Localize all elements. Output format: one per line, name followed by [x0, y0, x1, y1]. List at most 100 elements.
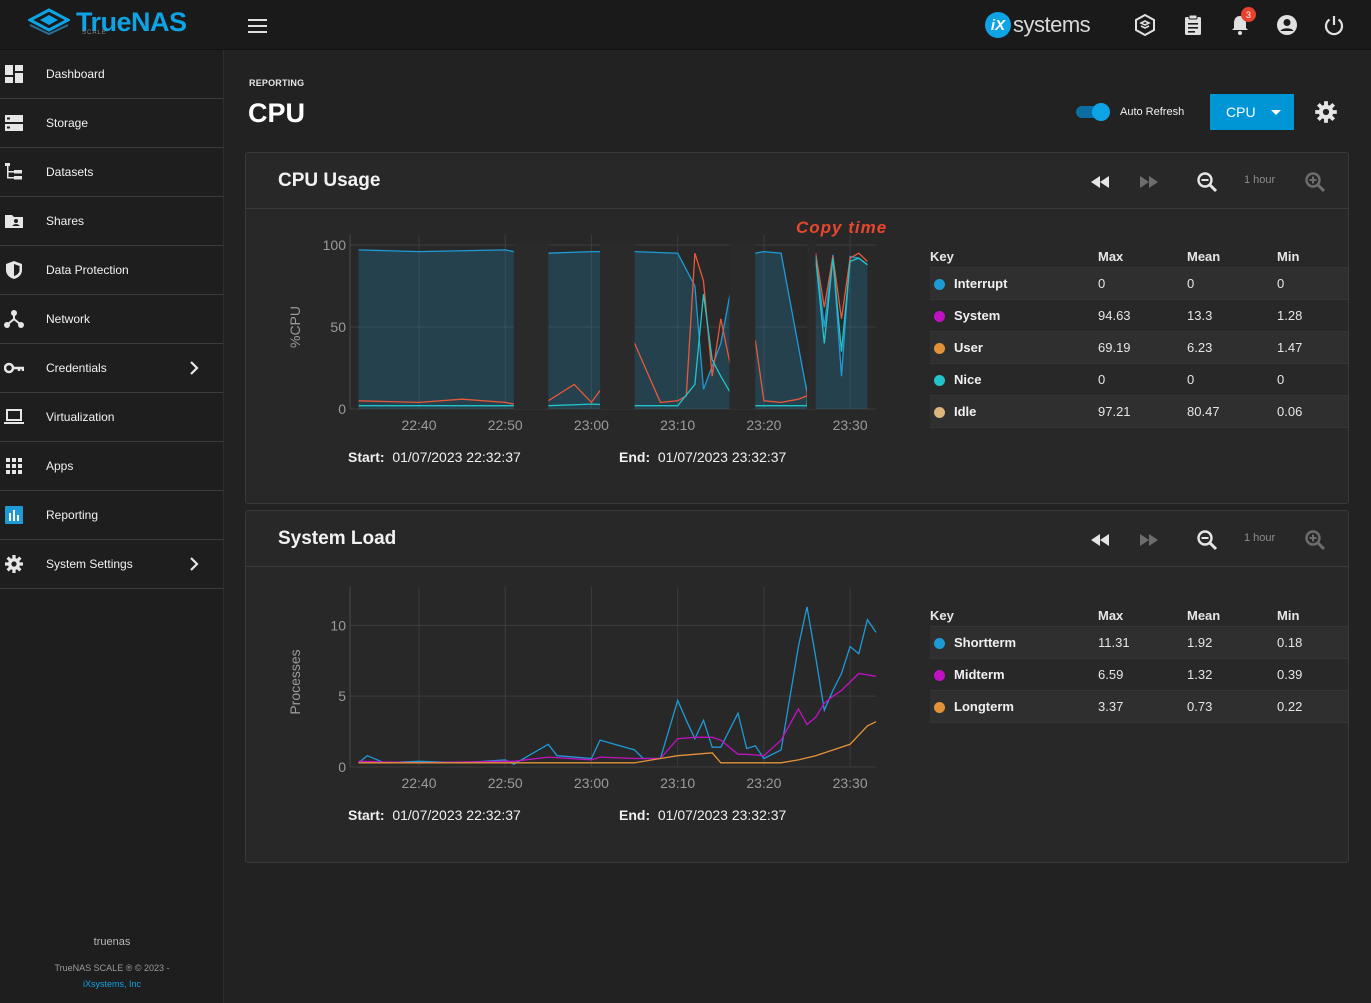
legend-row-idle: Idle 97.21 80.47 0.06	[930, 396, 1348, 428]
storage-icon	[5, 115, 23, 131]
x-tick-label: 22:50	[488, 417, 523, 433]
legend-series-name: Nice	[954, 372, 982, 387]
sidebar-item-label: Reporting	[46, 508, 99, 522]
sidebar-item-label: Virtualization	[46, 410, 115, 424]
cpu-usage-chart[interactable]: 22:40 22:50 23:00 23:10 23:20 23:30 0 50 100 %CPU	[246, 209, 926, 499]
end-value: 01/07/2023 23:32:37	[657, 807, 787, 823]
legend-series-name: Longterm	[954, 699, 1014, 714]
rewind-icon[interactable]	[1089, 529, 1111, 551]
report-type-value: CPU	[1226, 104, 1256, 120]
truenas-logo-icon	[28, 8, 70, 36]
start-value: 01/07/2023 22:32:37	[392, 449, 521, 465]
legend-max-value: 11.31	[1098, 635, 1130, 650]
legend-row-nice: Nice 0 0 0	[930, 364, 1348, 396]
end-value: 01/07/2023 23:32:37	[657, 449, 787, 465]
sidebar-item-shares[interactable]: Shares	[0, 197, 223, 246]
fast-forward-icon[interactable]	[1138, 171, 1160, 193]
sidebar-item-apps[interactable]: Apps	[0, 442, 223, 491]
report-settings-gear-icon[interactable]	[1314, 100, 1338, 124]
legend-col-min: Min	[1277, 608, 1300, 623]
legend-mean-value: 1.92	[1187, 635, 1213, 650]
clipboard-icon[interactable]	[1182, 14, 1204, 36]
logo-text: TrueNAS	[76, 7, 187, 37]
y-tick-label: 0	[338, 401, 346, 417]
network-icon	[4, 310, 24, 328]
y-axis-label: Processes	[287, 649, 303, 714]
sidebar-item-reporting[interactable]: Reporting	[0, 491, 223, 540]
sidebar-item-system-settings[interactable]: System Settings	[0, 540, 223, 589]
ixsystems-logo[interactable]: iX systems	[985, 12, 1091, 38]
legend-series-name: Shortterm	[954, 635, 1017, 650]
sidebar-item-credentials[interactable]: Credentials	[0, 344, 223, 393]
legend-col-mean: Mean	[1187, 249, 1221, 264]
legend-series-name: Midterm	[954, 667, 1005, 682]
truecommand-icon[interactable]	[1134, 13, 1156, 37]
report-type-select[interactable]: CPU	[1210, 94, 1294, 130]
legend-col-key: Key	[930, 249, 954, 264]
sidebar-item-label: System Settings	[46, 557, 133, 571]
legend-max-value: 94.63	[1098, 308, 1131, 323]
sidebar-item-dashboard[interactable]: Dashboard	[0, 50, 223, 99]
sidebar-item-datasets[interactable]: Datasets	[0, 148, 223, 197]
y-tick-label: 10	[330, 617, 346, 633]
legend-min-value: 0.06	[1277, 404, 1303, 419]
data-gap-mask	[600, 243, 635, 409]
time-range-label: 1 hour	[1244, 532, 1276, 544]
fast-forward-icon[interactable]	[1138, 529, 1160, 551]
sidebar-item-storage[interactable]: Storage	[0, 99, 223, 148]
legend-max-value: 6.59	[1098, 667, 1124, 682]
legend-color-dot	[934, 311, 945, 322]
system-load-card: System Load 1 hour 22:40 22:50 23:00 23:10 2…	[245, 510, 1349, 863]
legend-max-value: 97.21	[1098, 404, 1131, 419]
x-tick-label: 23:10	[660, 775, 695, 791]
menu-toggle-button[interactable]	[248, 15, 272, 35]
sidebar-item-data-protection[interactable]: Data Protection	[0, 246, 223, 295]
system-load-chart[interactable]: 22:40 22:50 23:00 23:10 23:20 23:30 0 5 10 Proces…	[246, 567, 926, 857]
sidebar-item-virtualization[interactable]: Virtualization	[0, 393, 223, 442]
ix-mark: iX	[985, 12, 1011, 38]
legend-min-value: 1.47	[1277, 340, 1303, 355]
sidebar-item-label: Network	[46, 312, 91, 326]
legend-row-midterm: Midterm 6.59 1.32 0.39	[930, 659, 1348, 691]
copyright-text: TrueNAS SCALE ® © 2023 -	[54, 963, 170, 973]
y-tick-label: 50	[330, 319, 346, 335]
dashboard-icon	[5, 65, 23, 83]
breadcrumb[interactable]: REPORTING	[249, 78, 305, 88]
start-label: Start:	[348, 807, 385, 823]
rewind-icon[interactable]	[1089, 171, 1111, 193]
zoom-in-icon[interactable]	[1304, 529, 1326, 551]
legend-col-key: Key	[930, 608, 954, 623]
logo-subtitle: SCALE	[82, 30, 107, 36]
sidebar-item-network[interactable]: Network	[0, 295, 223, 344]
zoom-out-icon[interactable]	[1196, 171, 1218, 193]
zoom-out-icon[interactable]	[1196, 529, 1218, 551]
datasets-icon	[5, 163, 22, 180]
legend-row-interrupt: Interrupt 0 0 0	[930, 268, 1348, 300]
shares-icon	[5, 215, 23, 228]
x-tick-label: 22:50	[488, 775, 523, 791]
y-tick-label: 5	[338, 688, 346, 704]
sidebar-item-label: Shares	[46, 214, 85, 228]
power-icon[interactable]	[1323, 14, 1345, 36]
truenas-logo[interactable]: TrueNAS	[28, 8, 187, 36]
y-tick-label: 100	[323, 237, 347, 253]
company-link[interactable]: iXsystems, Inc	[82, 979, 141, 989]
legend-mean-value: 0	[1187, 372, 1195, 387]
legend-header: Key Max Mean Min	[930, 242, 1348, 268]
top-bar: TrueNAS SCALE iX systems 3	[0, 0, 1371, 50]
auto-refresh-label: Auto Refresh	[1120, 106, 1185, 118]
legend-col-min: Min	[1277, 249, 1300, 264]
shield-icon	[6, 261, 22, 279]
zoom-in-icon[interactable]	[1304, 171, 1326, 193]
legend-color-dot	[934, 407, 945, 418]
notifications-bell-icon[interactable]: 3	[1229, 7, 1256, 36]
cpu-usage-card: CPU Usage 1 hour Copy time 22:40 22:50 23:…	[245, 152, 1349, 504]
load-legend-table: Key Max Mean Min Shortterm 11.31 1.92 0.18 M…	[930, 601, 1348, 723]
chevron-right-icon	[190, 361, 199, 375]
card-header: CPU Usage 1 hour	[246, 153, 1348, 209]
auto-refresh-toggle[interactable]	[1076, 103, 1112, 121]
account-icon[interactable]	[1276, 14, 1298, 36]
legend-mean-value: 0	[1187, 276, 1195, 291]
series-line-longterm	[358, 721, 877, 764]
cpu-legend-table: Key Max Mean Min Interrupt 0 0 0 System 94.63…	[930, 242, 1348, 428]
